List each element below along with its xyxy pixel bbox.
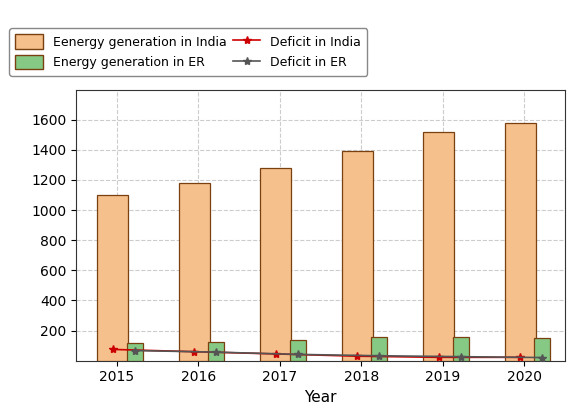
Bar bbox=[342, 151, 373, 361]
Bar bbox=[371, 337, 387, 361]
Bar bbox=[289, 340, 306, 361]
Bar bbox=[126, 344, 143, 361]
Bar bbox=[452, 336, 469, 361]
Bar bbox=[260, 168, 291, 361]
Bar bbox=[208, 342, 224, 361]
Bar bbox=[423, 132, 454, 361]
Bar bbox=[179, 183, 210, 361]
Bar bbox=[534, 339, 550, 361]
Bar bbox=[505, 123, 536, 361]
Legend: Eenergy generation in India, Energy generation in ER, Deficit in India, Deficit : Eenergy generation in India, Energy gene… bbox=[9, 28, 368, 76]
X-axis label: Year: Year bbox=[304, 390, 337, 405]
Bar bbox=[97, 195, 128, 361]
